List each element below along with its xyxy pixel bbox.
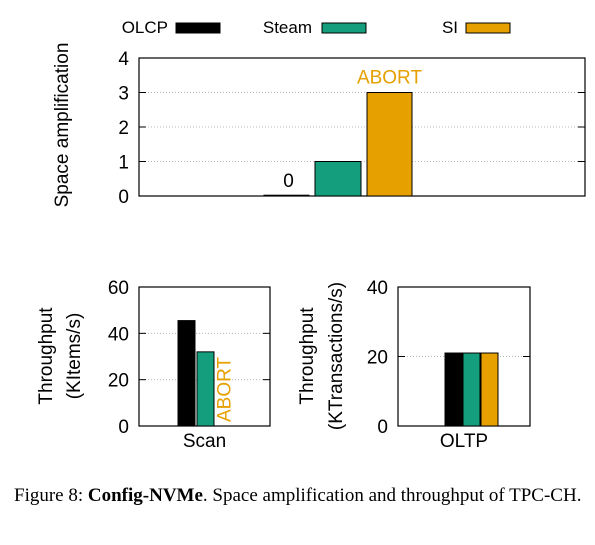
- legend-label-olcp: OLCP: [122, 18, 168, 37]
- y-tick-label: 20: [367, 348, 388, 369]
- abort-label: ABORT: [215, 356, 236, 422]
- y-tick-label: 0: [118, 187, 129, 208]
- bar-olcp: [263, 194, 310, 197]
- bar-steam: [314, 161, 362, 197]
- caption-bold: Config-NVMe: [87, 485, 203, 506]
- legend-label-si: SI: [442, 18, 458, 37]
- caption-rest: . Space amplification and throughput of …: [202, 485, 582, 506]
- y-tick-label: 20: [108, 371, 129, 392]
- legend-label-steam: Steam: [263, 18, 312, 37]
- x-category-label: Scan: [183, 431, 226, 452]
- bar-olcp: [444, 352, 463, 427]
- plot-frame: [138, 57, 586, 197]
- y-tick-label: 0: [118, 417, 129, 438]
- bar-steam: [462, 352, 481, 427]
- data-label: 0: [283, 171, 294, 192]
- y-axis-label: Throughput: [297, 307, 318, 405]
- y-axis-label: (KTransactions/s): [326, 282, 347, 430]
- legend-swatch-steam: [321, 22, 367, 34]
- y-tick-label: 40: [367, 278, 388, 299]
- scan-throughput-chart: 0 20 40 60 Throughput (KItems/s) ABORT Scan: [36, 278, 271, 452]
- y-tick-label: 60: [108, 278, 129, 299]
- bar-olcp: [177, 320, 196, 427]
- y-tick-label: 4: [118, 49, 129, 70]
- legend: OLCP Steam SI: [122, 18, 511, 37]
- x-category-label: OLTP: [440, 431, 488, 452]
- y-tick-label: 2: [118, 118, 129, 139]
- bar-si: [366, 92, 413, 197]
- bar-steam: [196, 351, 215, 427]
- legend-swatch-olcp: [175, 22, 221, 34]
- oltp-throughput-chart: 0 20 40 Throughput (KTransactions/s) OLTP: [297, 278, 531, 452]
- y-axis-label: (KItems/s): [64, 313, 85, 400]
- y-tick-label: 3: [118, 84, 129, 105]
- y-tick-label: 0: [377, 417, 388, 438]
- bar-si: [480, 352, 499, 427]
- legend-swatch-si: [465, 22, 511, 34]
- caption-prefix: Figure 8:: [14, 485, 88, 506]
- y-tick-label: 1: [118, 153, 129, 174]
- y-axis-label: Space amplification: [52, 43, 73, 208]
- figure-caption: Figure 8: Config-NVMe. Space amplificati…: [14, 484, 584, 508]
- space-amplification-chart: 0 1 2 3 4 Space amplification 0 ABORT: [52, 43, 586, 208]
- y-axis-label: Throughput: [36, 307, 57, 405]
- abort-label: ABORT: [357, 68, 423, 89]
- y-tick-label: 40: [108, 324, 129, 345]
